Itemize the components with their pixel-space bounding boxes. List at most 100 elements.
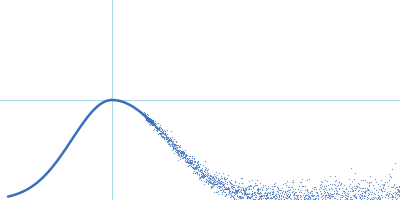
Point <box>389 195 396 198</box>
Point <box>217 184 224 188</box>
Point <box>384 192 390 195</box>
Point <box>211 177 217 180</box>
Point <box>350 188 356 191</box>
Point <box>284 179 290 183</box>
Point <box>220 182 226 185</box>
Point <box>144 116 151 119</box>
Point <box>257 181 264 184</box>
Point <box>238 188 244 192</box>
Point <box>287 199 294 200</box>
Point <box>163 136 170 139</box>
Point <box>316 199 322 200</box>
Point <box>188 163 194 166</box>
Point <box>351 184 357 187</box>
Point <box>203 167 210 170</box>
Point <box>206 178 213 181</box>
Point <box>146 118 152 121</box>
Point <box>368 199 375 200</box>
Point <box>233 199 240 200</box>
Point <box>286 185 292 189</box>
Point <box>218 181 224 185</box>
Point <box>370 195 376 198</box>
Point <box>295 198 302 200</box>
Point <box>197 170 204 173</box>
Point <box>198 173 204 176</box>
Point <box>212 179 219 182</box>
Point <box>171 144 178 147</box>
Point <box>144 119 150 122</box>
Point <box>298 198 304 200</box>
Point <box>396 194 400 197</box>
Point <box>248 198 254 200</box>
Point <box>207 177 214 180</box>
Point <box>302 198 309 200</box>
Point <box>222 191 228 194</box>
Point <box>375 199 381 200</box>
Point <box>306 194 312 197</box>
Point <box>227 195 234 198</box>
Point <box>260 193 266 196</box>
Point <box>224 183 230 186</box>
Point <box>273 194 279 197</box>
Point <box>148 120 155 123</box>
Point <box>230 190 236 194</box>
Point <box>150 118 156 122</box>
Point <box>352 186 358 189</box>
Point <box>213 191 220 194</box>
Point <box>272 185 278 188</box>
Point <box>260 199 266 200</box>
Point <box>366 188 372 191</box>
Point <box>263 186 269 190</box>
Point <box>275 187 282 190</box>
Point <box>163 135 170 138</box>
Point <box>242 190 248 193</box>
Point <box>338 193 344 197</box>
Point <box>200 173 207 176</box>
Point <box>184 157 191 161</box>
Point <box>231 198 237 200</box>
Point <box>160 135 166 139</box>
Point <box>184 161 191 164</box>
Point <box>158 126 164 130</box>
Point <box>301 191 308 194</box>
Point <box>249 179 256 182</box>
Point <box>210 191 217 194</box>
Point <box>192 172 198 175</box>
Point <box>148 118 154 121</box>
Point <box>351 199 358 200</box>
Point <box>174 159 181 162</box>
Point <box>187 159 193 162</box>
Point <box>202 166 208 169</box>
Point <box>174 150 180 153</box>
Point <box>222 192 229 196</box>
Point <box>281 197 288 200</box>
Point <box>174 143 180 146</box>
Point <box>269 193 275 196</box>
Point <box>160 132 167 136</box>
Point <box>231 197 237 200</box>
Point <box>351 198 357 200</box>
Point <box>259 199 266 200</box>
Point <box>281 198 288 200</box>
Point <box>229 190 235 193</box>
Point <box>196 163 203 166</box>
Point <box>188 160 195 163</box>
Point <box>245 187 252 190</box>
Point <box>271 199 278 200</box>
Point <box>362 192 368 195</box>
Point <box>382 199 388 200</box>
Point <box>206 180 212 183</box>
Point <box>210 184 216 187</box>
Point <box>206 180 212 183</box>
Point <box>384 190 390 194</box>
Point <box>180 155 187 158</box>
Point <box>210 180 216 184</box>
Point <box>212 179 218 182</box>
Point <box>193 167 199 170</box>
Point <box>288 185 294 189</box>
Point <box>237 197 244 200</box>
Point <box>392 191 398 194</box>
Point <box>357 195 363 199</box>
Point <box>198 176 204 179</box>
Point <box>145 116 152 119</box>
